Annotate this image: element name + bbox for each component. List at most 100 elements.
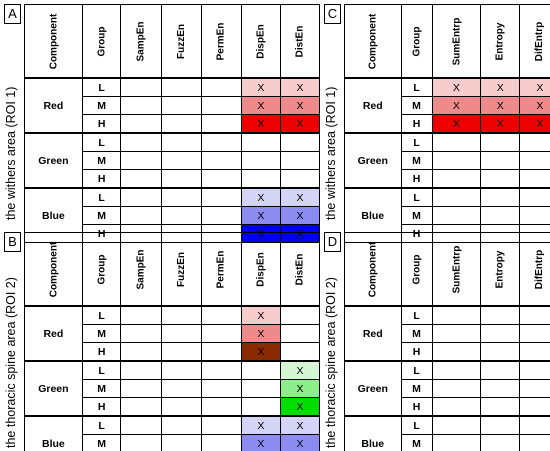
region-label: the withers area (ROI 1) — [324, 86, 338, 220]
empty-cell — [120, 324, 163, 343]
empty-cell — [161, 397, 202, 417]
group-cell: L — [81, 132, 122, 152]
column-header: SumEntrp — [431, 232, 482, 307]
entropy-table: Component Group SampEn FuzzEn PermEn DispEn Di… — [24, 232, 320, 451]
column-header-label: Component — [47, 13, 59, 70]
empty-cell — [120, 187, 163, 207]
group-cell: M — [81, 379, 122, 398]
column-header-label: Entropy — [494, 22, 506, 61]
table-row: H — [25, 169, 320, 189]
panel-label: D — [324, 232, 341, 252]
empty-cell — [431, 324, 482, 343]
empty-cell — [200, 114, 242, 134]
empty-cell — [120, 96, 163, 115]
empty-cell — [431, 434, 482, 451]
empty-cell — [431, 360, 482, 380]
column-header-label: FuzzEn — [176, 24, 188, 59]
column-header-label: DifEntrp — [534, 21, 546, 62]
group-cell: L — [400, 360, 433, 380]
empty-cell — [161, 169, 202, 189]
empty-cell — [431, 206, 482, 225]
group-cell: H — [81, 342, 122, 362]
marked-cell: X — [280, 360, 320, 380]
empty-cell — [431, 342, 482, 362]
group-cell: M — [81, 434, 122, 451]
empty-cell — [280, 305, 320, 325]
empty-cell — [200, 397, 242, 417]
empty-cell — [240, 132, 282, 152]
column-header-label: DifEntrp — [534, 249, 546, 290]
empty-cell — [200, 305, 242, 325]
component-cell: Green — [344, 360, 402, 417]
column-header-label: PermEn — [215, 250, 227, 289]
empty-cell — [480, 379, 521, 398]
empty-cell — [200, 96, 242, 115]
component-cell: Red — [344, 77, 402, 134]
empty-cell — [200, 379, 242, 398]
empty-cell — [120, 397, 163, 417]
empty-cell — [480, 397, 521, 417]
panel-label: C — [324, 4, 341, 24]
group-cell: L — [400, 187, 433, 207]
table-row: Blue L — [344, 187, 550, 243]
marked-cell: X — [431, 114, 482, 134]
marked-cell: X — [240, 415, 282, 435]
column-header: DistEn — [280, 4, 320, 79]
column-header-label: SampEn — [135, 21, 147, 62]
group-cell: M — [400, 434, 433, 451]
empty-cell — [120, 360, 163, 380]
empty-cell — [120, 169, 163, 189]
table-row: Green L — [24, 132, 320, 189]
group-cell: H — [81, 169, 122, 189]
group-cell: H — [400, 114, 433, 134]
empty-cell — [120, 434, 163, 451]
column-header: SampEn — [120, 4, 163, 79]
empty-cell — [161, 434, 202, 451]
table-row: H — [345, 169, 550, 189]
column-header: Component — [24, 232, 83, 307]
column-header: Component — [24, 4, 83, 79]
empty-cell — [120, 342, 163, 362]
empty-cell — [431, 379, 482, 398]
column-header: SumEntrp — [431, 4, 482, 79]
marked-cell: X — [480, 114, 521, 134]
region-label: the thoracic spine area (ROI 2) — [324, 277, 338, 448]
region-label: the withers area (ROI 1) — [4, 86, 18, 220]
column-header-label: DistEn — [294, 253, 306, 286]
empty-cell — [200, 206, 242, 225]
marked-cell: X — [480, 96, 521, 115]
column-header-label: Group — [411, 254, 423, 285]
empty-cell — [161, 151, 202, 170]
entropy-table: Component Group SampEn FuzzEn PermEn DispEn Di… — [24, 4, 320, 243]
table-row: Red L — [344, 305, 550, 362]
empty-cell — [480, 206, 521, 225]
empty-cell — [200, 342, 242, 362]
empty-cell — [200, 77, 242, 97]
empty-cell — [280, 342, 320, 362]
panel-label: A — [4, 4, 21, 24]
column-header: PermEn — [200, 4, 242, 79]
empty-cell — [161, 342, 202, 362]
empty-cell — [120, 132, 163, 152]
marked-cell: X — [240, 77, 282, 97]
empty-cell — [480, 169, 521, 189]
marked-cell: X — [280, 415, 320, 435]
empty-cell — [519, 415, 550, 435]
empty-cell — [519, 206, 550, 225]
table-row: Red L X X — [24, 77, 320, 134]
empty-cell — [240, 151, 282, 170]
marked-cell: X — [240, 305, 282, 325]
table-row: Green L X — [24, 360, 320, 417]
empty-cell — [120, 415, 163, 435]
marked-cell: X — [280, 187, 320, 207]
table-row: H — [345, 397, 550, 417]
column-header-label: Component — [367, 13, 379, 70]
column-header-label: Entropy — [494, 250, 506, 289]
column-header-label: PermEn — [215, 22, 227, 61]
empty-cell — [240, 379, 282, 398]
column-header: FuzzEn — [161, 232, 202, 307]
component-cell: Green — [24, 360, 83, 417]
